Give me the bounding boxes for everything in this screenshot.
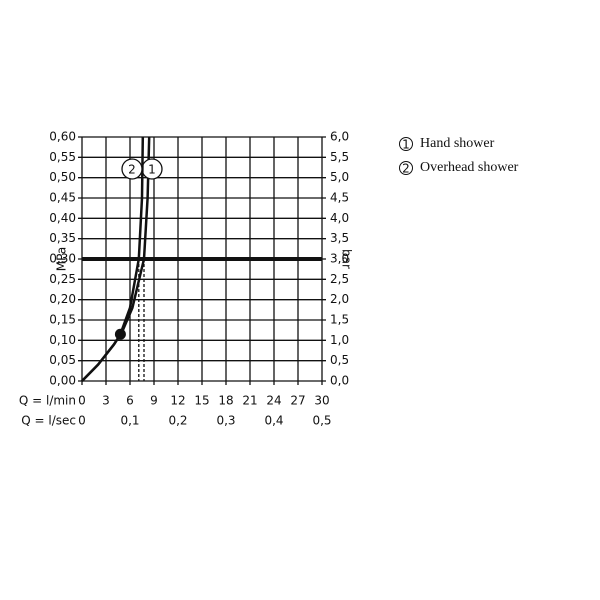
y2-tick-label: 4,0 [330,211,349,225]
y-tick-label: 0,10 [49,333,76,347]
curve [81,136,145,382]
x-tick-label: 15 [194,394,209,408]
y2-tick-label: 3,5 [330,231,349,245]
x2-tick-label: 0,3 [216,414,235,428]
x2-tick-label: 0,2 [168,414,187,428]
y-tick-label: 0,25 [49,272,76,286]
y-tick-label: 0,35 [49,231,76,245]
y2-tick-label: 1,0 [330,333,349,347]
x-tick-label: 24 [266,394,281,408]
x-tick-label: 3 [102,394,110,408]
x-tick-label: 30 [314,394,329,408]
curve-tag-circle [121,158,143,180]
y-tick-label: 0,05 [49,353,76,367]
highlight-point [114,328,126,340]
x2-tick-label: 0 [78,414,86,428]
legend-tag: 1 [402,138,410,152]
legend-tag: 2 [402,162,410,176]
x-tick-label: 27 [290,394,305,408]
y-tick-label: 0,20 [49,292,76,306]
y2-tick-label: 1,5 [330,313,349,327]
x-tick-label: 18 [218,394,233,408]
curve-tag: 1 [148,163,156,177]
x2-tick-label: 0,1 [120,414,139,428]
x-tick-label: 9 [150,394,158,408]
y-tick-label: 0,00 [49,374,76,388]
y-tick-label: 0,60 [49,130,76,144]
y-axis-label: MPa [55,247,69,271]
y2-tick-label: 0,0 [330,374,349,388]
y-tick-label: 0,50 [49,170,76,184]
curve-tag: 2 [128,163,136,177]
y2-tick-label: 3,0 [330,252,349,266]
x-tick-label: 12 [170,394,185,408]
y2-tick-label: 4,5 [330,191,349,205]
legend-circle [399,161,413,175]
x2-tick-label: 0,4 [264,414,283,428]
x2-axis-label: Q = l/sec [21,414,76,428]
x-tick-label: 0 [78,394,86,408]
y-tick-label: 0,45 [49,191,76,205]
y-tick-label: 0,30 [49,252,76,266]
x-tick-label: 21 [242,394,257,408]
y2-tick-label: 5,5 [330,150,349,164]
legend-label: Overhead shower [420,160,519,175]
y-tick-label: 0,40 [49,211,76,225]
x2-tick-label: 0,5 [312,414,331,428]
legend-circle [399,137,413,151]
y2-tick-label: 2,5 [330,272,349,286]
y-tick-label: 0,55 [49,150,76,164]
x-tick-label: 6 [126,394,134,408]
y2-tick-label: 6,0 [330,130,349,144]
y2-tick-label: 5,0 [330,170,349,184]
legend-label: Hand shower [420,136,495,151]
y2-tick-label: 2,0 [330,292,349,306]
y-tick-label: 0,15 [49,313,76,327]
y2-tick-label: 0,5 [330,353,349,367]
y2-axis-label: bar [340,249,354,269]
x-axis-label: Q = l/min [19,394,76,408]
